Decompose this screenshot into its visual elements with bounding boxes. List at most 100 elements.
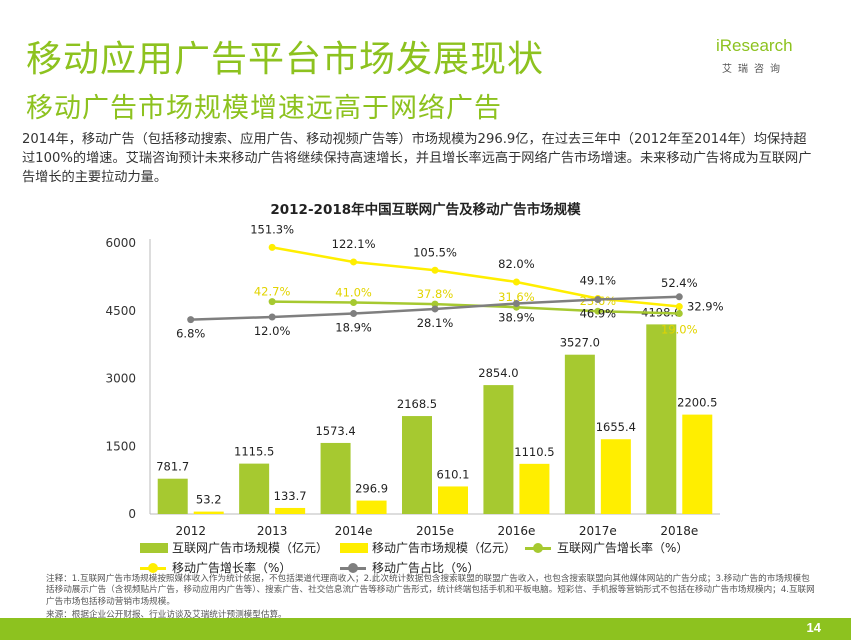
bar	[564, 354, 595, 514]
y-tick-label: 0	[128, 507, 136, 521]
series-point	[350, 310, 358, 318]
bar-value-label: 133.7	[274, 489, 307, 503]
iresearch-logo: iResearch 艾瑞咨询	[716, 32, 808, 80]
legend-label: 移动广告占比（%）	[372, 561, 480, 575]
x-tick-label: 2014e	[335, 524, 373, 538]
x-tick-label: 2013	[257, 524, 288, 538]
chart-note: 注释：1.互联网广告市场规模按照媒体收入作为统计依据，不包括渠道代理商收入；2.…	[46, 574, 815, 607]
line-value-label: 42.7%	[254, 285, 291, 299]
bar	[438, 486, 468, 514]
series-point	[268, 313, 276, 321]
series-point	[675, 310, 683, 317]
line-value-label: 122.1%	[332, 237, 376, 251]
chart-source: 来源：根据企业公开财报、行业访谈及艾瑞统计预测模型估算。	[46, 610, 287, 620]
series-point	[350, 299, 358, 306]
legend-item-mobile-ad-growth: 移动广告增长率（%）	[140, 559, 291, 576]
bar-value-label: 2200.5	[677, 396, 717, 410]
series-point	[594, 296, 602, 304]
series-line	[272, 300, 680, 315]
x-tick-label: 2015e	[416, 524, 454, 538]
x-tick-label: 2018e	[660, 524, 698, 538]
bar	[193, 511, 224, 514]
series-point	[268, 243, 276, 251]
bar-value-label: 3527.0	[560, 336, 600, 350]
bar	[402, 416, 432, 514]
bar-value-label: 1110.5	[514, 445, 554, 459]
legend-swatch	[140, 562, 166, 573]
line-value-label: 52.4%	[661, 276, 698, 290]
series-point	[675, 303, 683, 311]
line-value-label: 28.1%	[417, 316, 454, 330]
page-number: 14	[806, 620, 821, 635]
y-tick-label: 6000	[105, 236, 136, 250]
series-point	[187, 316, 195, 324]
legend-swatch	[340, 542, 368, 553]
bar	[600, 439, 631, 514]
bar-value-label: 2854.0	[478, 366, 518, 380]
legend-label: 移动广告增长率（%）	[172, 561, 292, 575]
chart-title: 2012-2018年中国互联网广告及移动广告市场规模	[270, 202, 581, 218]
line-value-label: 37.8%	[417, 287, 454, 301]
page-subtitle: 移动广告市场规模增速远高于网络广告	[26, 93, 502, 124]
legend-swatch	[340, 562, 366, 573]
line-value-label: 32.9%	[687, 300, 724, 314]
summary-paragraph: 2014年，移动广告（包括移动搜索、应用广告、移动视频广告等）市场规模为296.…	[22, 132, 812, 185]
bar	[320, 442, 351, 514]
legend-item-internet-ad-size: 互联网广告市场规模（亿元）	[140, 539, 328, 556]
series-point	[268, 298, 276, 306]
line-value-label: 105.5%	[413, 245, 457, 259]
line-value-label: 31.6%	[498, 290, 535, 304]
bar	[519, 463, 550, 514]
series-point	[512, 300, 520, 308]
bar	[275, 507, 306, 514]
bar	[682, 414, 713, 514]
bar	[646, 324, 677, 514]
legend-swatch	[525, 542, 551, 553]
line-value-label: 12.0%	[254, 324, 291, 338]
line-value-label: 38.9%	[498, 311, 535, 325]
legend-label: 互联网广告市场规模（亿元）	[172, 541, 329, 555]
logo-cn: 艾瑞咨询	[722, 64, 786, 75]
bar-value-label: 53.2	[196, 493, 222, 507]
bar-value-label: 1655.4	[596, 420, 636, 434]
line-value-label: 49.1%	[580, 273, 617, 287]
y-tick-label: 1500	[105, 439, 136, 453]
series-point	[594, 307, 602, 315]
logo-brand: iResearch	[716, 36, 793, 55]
series-point	[675, 293, 683, 301]
bar-value-label: 610.1	[437, 467, 470, 481]
bar-value-label: 1115.5	[234, 445, 274, 459]
legend-label: 移动广告市场规模（亿元）	[372, 541, 517, 555]
bar	[483, 385, 514, 514]
line-value-label: 151.3%	[250, 222, 294, 236]
footer-bar: 14	[0, 618, 851, 640]
bar-value-label: 781.7	[156, 460, 189, 474]
bar	[356, 500, 387, 514]
x-tick-label: 2012	[175, 524, 206, 538]
legend-item-mobile-ad-size: 移动广告市场规模（亿元）	[340, 539, 516, 556]
legend-label: 互联网广告增长率（%）	[557, 541, 689, 555]
series-point	[431, 305, 439, 313]
series-point	[512, 278, 520, 286]
y-tick-label: 3000	[105, 372, 136, 386]
bar	[239, 463, 270, 514]
x-tick-label: 2017e	[579, 524, 617, 538]
line-value-label: 46.9%	[580, 307, 617, 321]
line-value-label: 19.0%	[661, 323, 698, 337]
line-value-label: 18.9%	[335, 321, 372, 335]
series-point	[431, 266, 439, 274]
line-value-label: 41.0%	[335, 286, 372, 300]
legend-swatch	[140, 542, 168, 553]
line-value-label: 6.8%	[176, 327, 205, 341]
line-value-label: 82.0%	[498, 257, 535, 271]
series-point	[350, 258, 358, 266]
legend-item-internet-ad-growth: 互联网广告增长率（%）	[525, 539, 688, 556]
bar	[157, 478, 188, 514]
y-tick-label: 4500	[105, 304, 136, 318]
bar-value-label: 1573.4	[315, 424, 355, 438]
legend-item-mobile-ad-share: 移动广告占比（%）	[340, 559, 479, 576]
page-title: 移动应用广告平台市场发展现状	[26, 39, 545, 80]
bar-value-label: 2168.5	[397, 397, 437, 411]
x-tick-label: 2016e	[497, 524, 535, 538]
